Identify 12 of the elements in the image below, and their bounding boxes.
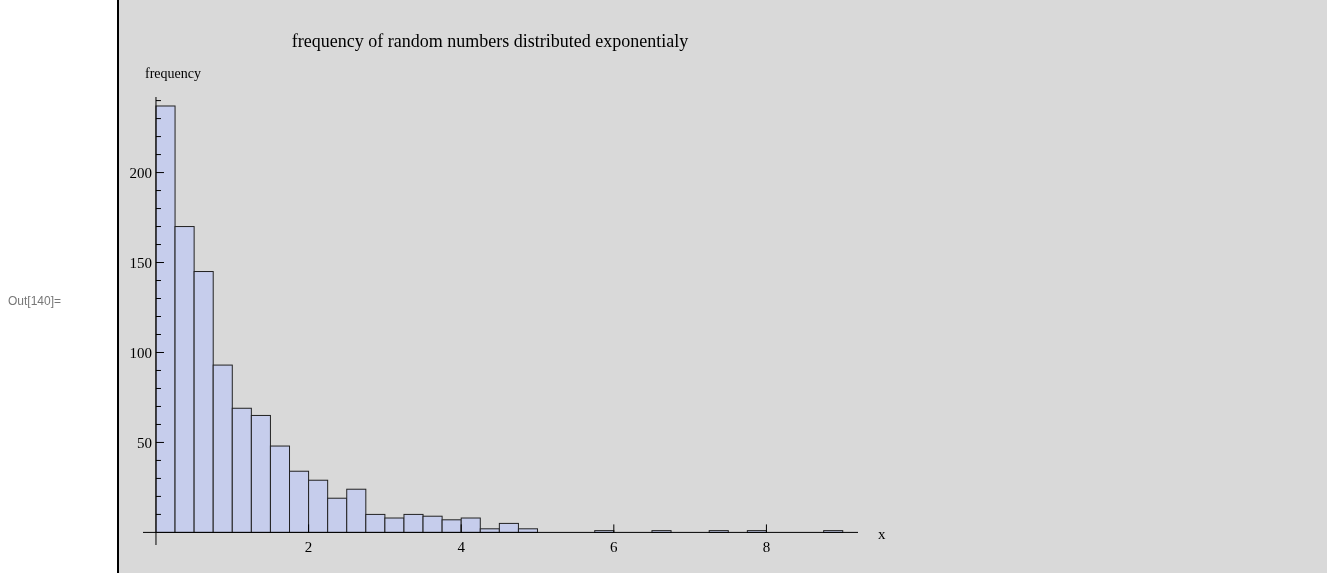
x-tick-label: 2 [304,539,313,556]
y-tick-label: 200 [129,164,152,181]
x-tick-label: 6 [610,539,619,556]
text: Out[140]= [8,294,62,308]
y-tick-label: 100 [129,344,152,361]
y-axis-title: frequency [145,66,201,81]
x-tick-label: 4 [457,539,466,556]
chart-title: frequency of random numbers distributed exponentialy [291,31,689,51]
y-tick-label: 150 [129,254,152,271]
y-tick-label: 50 [136,434,152,451]
x-tick-label: 8 [762,539,771,556]
x-axis-title: x [878,526,886,543]
